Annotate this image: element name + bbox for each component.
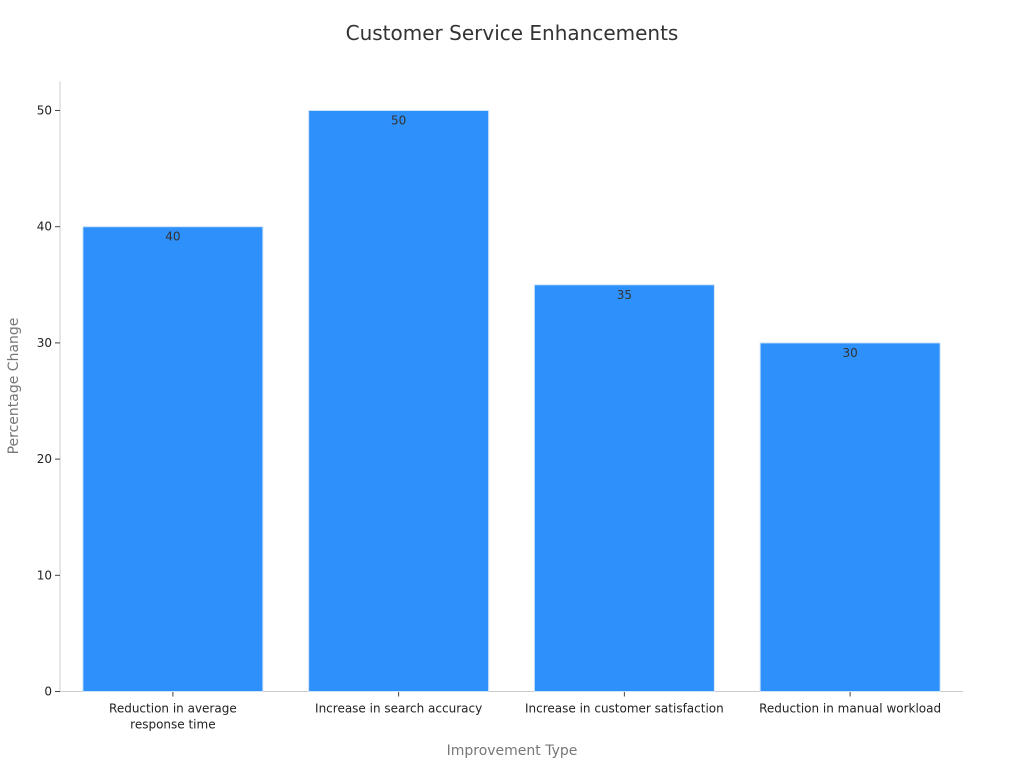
x-tick-label-line: Increase in search accuracy	[315, 702, 482, 716]
bars	[82, 110, 941, 692]
data-label: 50	[391, 114, 406, 128]
x-tick-label: Increase in customer satisfaction	[525, 702, 724, 716]
data-label: 40	[165, 230, 180, 244]
x-axis-title: Improvement Type	[447, 743, 578, 759]
x-tick-label: Increase in search accuracy	[315, 702, 482, 716]
x-tick-label-line: Reduction in manual workload	[759, 702, 941, 716]
x-tick-label: Reduction in average response time	[109, 702, 237, 732]
y-tick-label: 0	[44, 685, 52, 699]
x-tick-label-line: response time	[130, 718, 215, 732]
chart-title: Customer Service Enhancements	[346, 21, 679, 45]
bar	[308, 110, 490, 692]
y-axis: 0 10 20 30 40 50	[37, 81, 61, 699]
y-tick-label: 10	[37, 568, 52, 582]
data-label: 35	[617, 288, 632, 302]
x-tick-label-line: Increase in customer satisfaction	[525, 702, 724, 716]
x-axis: Reduction in average response time Increas…	[60, 691, 963, 732]
data-label: 30	[842, 346, 857, 360]
x-tick-label: Reduction in manual workload	[759, 702, 941, 716]
data-labels: 40 50 35 30	[165, 114, 858, 360]
y-tick-label: 30	[37, 336, 52, 350]
y-tick-label: 20	[37, 452, 52, 466]
y-tick-label: 50	[37, 104, 52, 118]
x-tick-label-line: Reduction in average	[109, 702, 237, 716]
bar	[82, 226, 264, 692]
y-tick-label: 40	[37, 220, 52, 234]
bar	[533, 284, 715, 692]
bar	[759, 342, 941, 692]
y-axis-title: Percentage Change	[6, 318, 22, 455]
